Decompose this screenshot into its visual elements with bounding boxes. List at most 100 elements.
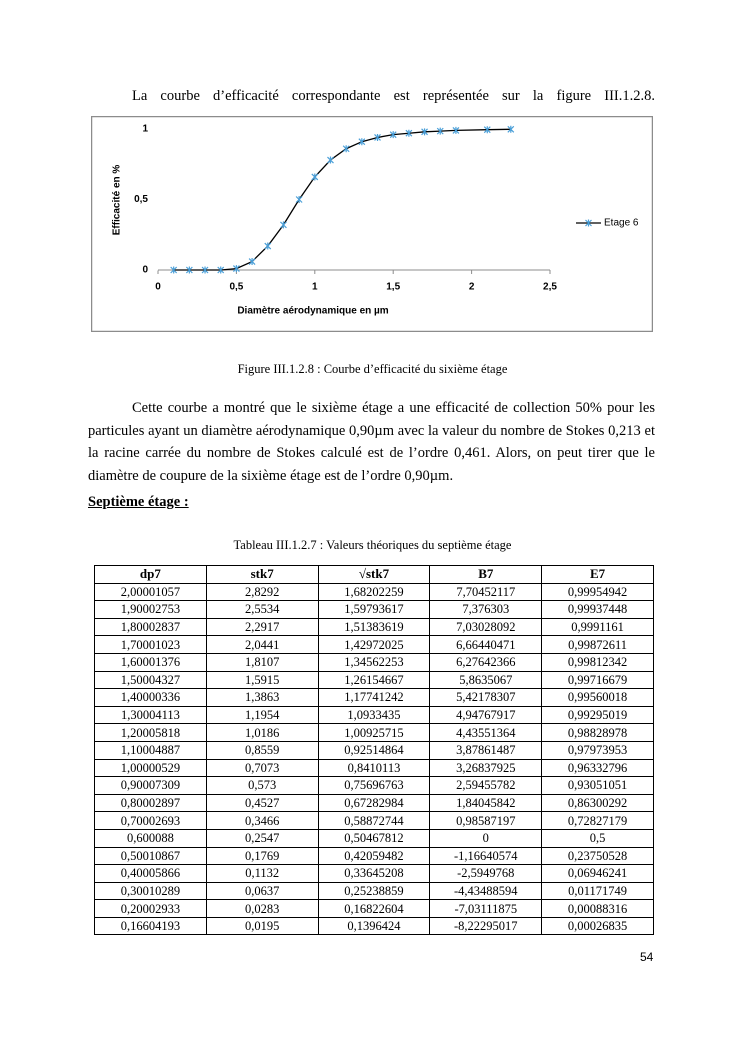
table-cell: 1,50004327 xyxy=(94,670,207,690)
x-tick-label: 2 xyxy=(469,282,475,293)
table-cell: 0,06946241 xyxy=(541,864,654,883)
table-cell: 0,1769 xyxy=(205,846,319,866)
table-cell: 1,59793617 xyxy=(317,600,431,619)
table-row: 0,70002693 0,3466 0,58872744 0,98587197 0,72… xyxy=(94,811,654,830)
table-row: 1,90002753 2,5534 1,59793617 7,376303 0,9993… xyxy=(94,600,654,619)
table-cell: -8,22295017 xyxy=(429,916,543,936)
table-cell: 0,98828978 xyxy=(541,723,654,742)
table-cell: 0,67282984 xyxy=(317,793,431,813)
data-point xyxy=(280,221,287,229)
chart: Diamètre aérodynamique en µm Efficacité … xyxy=(91,116,653,332)
table-cell: 0,600088 xyxy=(94,828,207,848)
table-row: 1,80002837 2,2917 1,51383619 7,03028092 0,99… xyxy=(94,617,654,637)
table-cell: 3,26837925 xyxy=(429,758,543,778)
table-cell: 0,99812342 xyxy=(541,652,654,672)
table-row: 0,50010867 0,1769 0,42059482 -1,16640574 0,2… xyxy=(94,846,654,866)
table-cell: 0,30010289 xyxy=(94,881,207,901)
table-cell: 0,99872611 xyxy=(541,635,654,654)
y-tick-label: 0,5 xyxy=(134,194,148,205)
data-point xyxy=(327,156,334,164)
table-row: 0,90007309 0,573 0,75696763 2,59455782 0,930… xyxy=(94,776,654,795)
data-point xyxy=(264,242,272,250)
table-cell: 0,00026835 xyxy=(541,916,654,936)
table-cell: 1,0933435 xyxy=(317,705,431,725)
table-cell: 0,9991161 xyxy=(541,617,654,637)
table-cell: 2,5534 xyxy=(205,600,319,619)
header-cell: dp7 xyxy=(94,565,207,584)
table-cell: 4,43551364 xyxy=(429,723,543,742)
table-cell: 0,573 xyxy=(205,776,319,795)
paragraph: Cette courbe a montré que le sixième éta… xyxy=(88,400,655,484)
y-axis-label: Efficacité en % xyxy=(112,165,123,236)
table-cell: 1,20005818 xyxy=(94,723,207,742)
table-row: 0,600088 0,2547 0,50467812 0 0,5 xyxy=(94,828,654,848)
data-point xyxy=(421,128,428,136)
page-number: 54 xyxy=(640,950,654,964)
table-cell: 0,33645208 xyxy=(317,864,431,883)
data-table: dp7 stk7 √stk7 B7 E7 2,00001057 2,8292 1,682022… xyxy=(94,565,654,936)
table-cell: 0,99560018 xyxy=(541,688,654,707)
table-cell: 1,84045842 xyxy=(429,793,543,813)
table-cell: 4,94767917 xyxy=(429,705,543,725)
table-cell: 0,5 xyxy=(541,828,654,848)
table-cell: 0,0195 xyxy=(205,916,319,936)
table-cell: 1,80002837 xyxy=(94,617,207,637)
table-cell: 1,68202259 xyxy=(317,582,431,602)
table-cell: 0,58872744 xyxy=(317,811,431,830)
table-row: 0,80002897 0,4527 0,67282984 1,84045842 0,86… xyxy=(94,793,654,813)
table-cell: 0,7073 xyxy=(205,758,319,778)
y-tick-label: 0 xyxy=(142,265,148,276)
table-cell: 2,2917 xyxy=(205,617,319,637)
data-point xyxy=(389,131,397,139)
table-cell: 1,30004113 xyxy=(94,705,207,725)
data-point xyxy=(170,266,178,274)
table-cell: 0,40005866 xyxy=(94,864,207,883)
table-cell: 1,42972025 xyxy=(317,635,431,654)
data-point xyxy=(342,145,350,153)
table-cell: 0,42059482 xyxy=(317,846,431,866)
table-cell: 0,01171749 xyxy=(541,881,654,901)
table-row: 1,40000336 1,3863 1,17741242 5,42178307 0,99… xyxy=(94,688,654,707)
table-cell: 5,42178307 xyxy=(429,688,543,707)
table-cell: 2,00001057 xyxy=(94,582,207,602)
header-cell: E7 xyxy=(541,565,654,584)
table-cell: 1,40000336 xyxy=(94,688,207,707)
table-row: 1,10004887 0,8559 0,92514864 3,87861487 0,97… xyxy=(94,740,654,760)
table-cell: 0,86300292 xyxy=(541,793,654,813)
legend-marker xyxy=(585,219,592,227)
table-cell: 1,00000529 xyxy=(94,758,207,778)
section-heading: Septième étage : xyxy=(88,494,189,510)
table-head: dp7 stk7 √stk7 B7 E7 xyxy=(94,565,654,584)
table-cell: 1,17741242 xyxy=(317,688,431,707)
table-row: 1,70001023 2,0441 1,42972025 6,66440471 0,99… xyxy=(94,635,654,654)
x-tick-label: 0 xyxy=(155,282,161,293)
table-cell: 1,34562253 xyxy=(317,652,431,672)
table-cell: 1,0186 xyxy=(205,723,319,742)
x-tick-label: 1 xyxy=(312,282,318,293)
table-cell: 0,8410113 xyxy=(317,758,431,778)
table-cell: 7,70452117 xyxy=(429,582,543,602)
table-cell: 0,99716679 xyxy=(541,670,654,690)
table-cell: 0,16604193 xyxy=(94,916,207,936)
data-point xyxy=(436,127,444,135)
table-cell: 1,10004887 xyxy=(94,740,207,760)
table-cell: 0,0637 xyxy=(205,881,319,901)
table-cell: 0,50010867 xyxy=(94,846,207,866)
table-cell: 0,99937448 xyxy=(541,600,654,619)
table-cell: 0,92514864 xyxy=(317,740,431,760)
table-cell: 0,0283 xyxy=(205,899,319,918)
table-cell: 1,26154667 xyxy=(317,670,431,690)
header-cell: stk7 xyxy=(205,565,319,584)
data-point xyxy=(405,129,413,137)
table-cell: 1,5915 xyxy=(205,670,319,690)
table-row: 1,20005818 1,0186 1,00925715 4,43551364 0,98… xyxy=(94,723,654,742)
table-cell: 1,60001376 xyxy=(94,652,207,672)
table-cell: 0,8559 xyxy=(205,740,319,760)
table-cell: 0,4527 xyxy=(205,793,319,813)
figure-caption: Figure III.1.2.8 : Courbe d’efficacité d… xyxy=(237,362,508,376)
table-cell: -1,16640574 xyxy=(429,846,543,866)
table-cell: 0,23750528 xyxy=(541,846,654,866)
table-caption: Tableau III.1.2.7 : Valeurs théoriques d… xyxy=(233,538,512,552)
data-point xyxy=(295,196,303,203)
